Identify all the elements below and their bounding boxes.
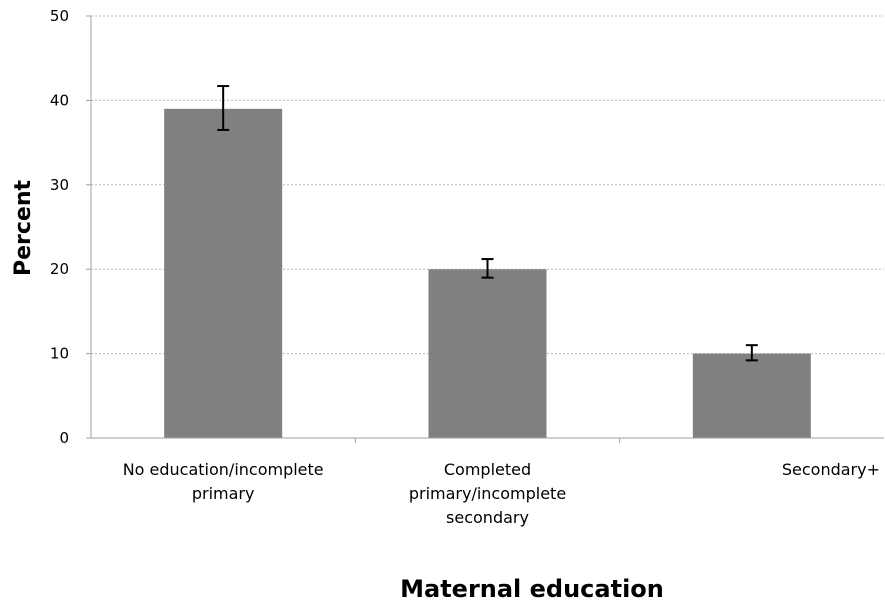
y-tick-label: 40 bbox=[50, 91, 69, 109]
bar bbox=[428, 269, 547, 438]
x-category-label-line: primary/incomplete bbox=[409, 484, 566, 503]
bars bbox=[164, 108, 811, 438]
y-tick-label: 50 bbox=[50, 7, 69, 25]
error-bar bbox=[481, 258, 494, 279]
x-category-label-line: No education/incomplete bbox=[123, 460, 324, 479]
error-bar bbox=[745, 344, 758, 362]
x-category-labels: No education/incomplete primary Completed p… bbox=[123, 460, 880, 527]
bar bbox=[164, 108, 283, 438]
x-category-label-line: Secondary+ bbox=[782, 460, 880, 479]
x-category-label: Completed primary/incomplete secondary bbox=[409, 460, 566, 527]
x-category-label-line: primary bbox=[192, 484, 255, 503]
x-axis-title: Maternal education bbox=[400, 575, 664, 603]
y-tick-label: 10 bbox=[50, 345, 69, 363]
bar bbox=[692, 353, 811, 438]
x-axis-ticks bbox=[354, 438, 621, 443]
error-bar bbox=[217, 85, 230, 131]
x-category-label: Secondary+ bbox=[782, 460, 880, 479]
x-category-label: No education/incomplete primary bbox=[123, 460, 324, 503]
y-tick-label: 20 bbox=[50, 260, 69, 278]
x-category-label-line: Completed bbox=[444, 460, 531, 479]
y-axis-title: Percent bbox=[11, 180, 36, 277]
y-tick-labels: 0 10 20 30 40 50 bbox=[50, 7, 91, 447]
x-category-label-line: secondary bbox=[446, 508, 529, 527]
y-tick-label: 30 bbox=[50, 176, 69, 194]
error-bars bbox=[217, 85, 758, 362]
y-tick-label: 0 bbox=[59, 429, 69, 447]
